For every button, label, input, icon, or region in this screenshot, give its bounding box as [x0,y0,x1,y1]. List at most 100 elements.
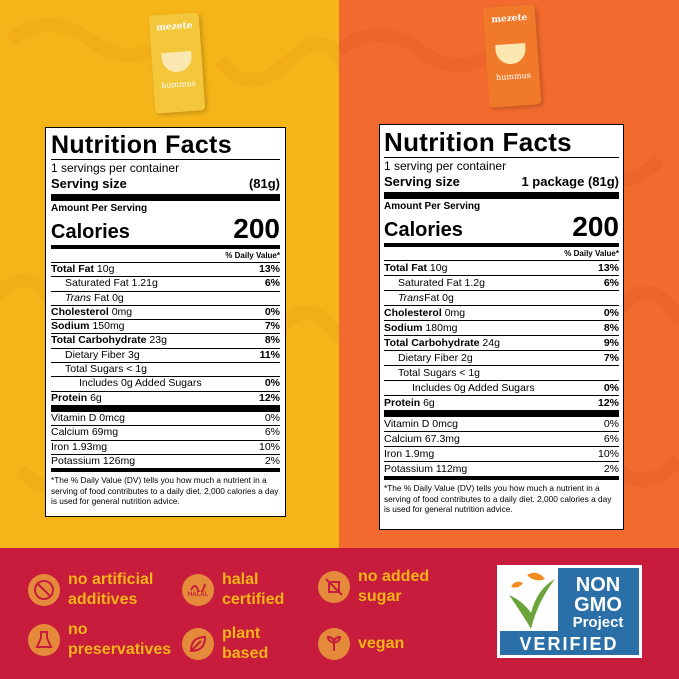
serving-size-value: (81g) [248,176,280,191]
vitamin-row: Potassium 126mg 2% [51,455,280,473]
vitamin-dv: 2% [603,463,619,475]
ngmo-verified: VERIFIED [519,634,618,654]
nutrient-name: Sodium [384,322,423,334]
vitamin-row: Vitamin D 0mcg 0% [384,417,619,432]
vitamin-name: Potassium 112mg [384,463,468,475]
claim-line1: no added [358,568,430,585]
servings-per-container: 1 servings per container [51,161,180,175]
nutrient-name: Dietary Fiber 2g [398,352,473,364]
ngmo-line2: GMO [574,594,622,616]
nutrient-name: Total Carbohydrate [384,337,480,349]
nutrient-dv: 8% [603,322,619,334]
vitamin-dv: 6% [603,433,619,445]
nutrient-dv: 0% [264,377,280,390]
nutrient-amount: 0mg [111,305,133,318]
nutrient-row-added-sugars: Includes 0g Added Sugars 0% [384,381,619,396]
nutrition-label-left: Nutrition Facts 1 servings per container… [45,127,286,517]
nutrient-name-italic: Trans [65,291,92,304]
claim-vegan: vegan [318,628,404,660]
no-artificial-icon [28,574,60,606]
nutrient-dv: 9% [603,337,619,349]
nutrient-amount: 23g [149,334,167,347]
nutrient-dv: 0% [603,382,619,394]
daily-value-footnote: *The % Daily Value (DV) tells you how mu… [384,483,612,514]
package-brand: mezete [491,12,528,26]
nutrient-dv: 13% [258,263,280,275]
leaf-icon [182,628,214,660]
vitamin-name: Iron 1.93mg [51,440,108,453]
nutrient-name: Includes 0g Added Sugars [412,382,535,394]
serving-size-label: Serving size [51,176,127,191]
calories-value: 200 [233,213,280,244]
nutrient-dv: 12% [597,397,619,409]
vitamin-name: Calcium 69mg [51,426,119,439]
nutrient-dv: 12% [258,391,280,404]
nutrient-row-protein: Protein 6g 12% [51,392,280,412]
ngmo-line3: Project [573,614,624,631]
nutrient-dv: 6% [264,277,280,290]
claim-line2: based [222,645,269,662]
nutrient-name: Total Fat [51,263,94,275]
nutrient-amount: 0mg [444,307,466,319]
nutrient-dv: 7% [264,320,280,333]
claim-line1: no artificial [68,571,154,588]
serving-size-label: Serving size [384,174,460,189]
nutrient-name: Sodium [51,320,90,333]
nutrient-name: Fat 0g [424,292,454,304]
vitamin-dv: 0% [603,418,619,430]
nutrient-row-added-sugars: Includes 0g Added Sugars 0% [51,377,280,392]
nutrient-dv: 8% [264,334,280,347]
vitamin-row: Iron 1.93mg 10% [51,441,280,455]
nutrient-name: Includes 0g Added Sugars [79,377,202,390]
vitamin-name: Vitamin D 0mcg [384,418,458,430]
vegan-icon [318,628,350,660]
nutrient-dv: 0% [603,307,619,319]
nutrient-row-sodium: Sodium 150mg 7% [51,320,280,335]
serving-size-row: Serving size (81g) [51,176,280,201]
claim-no-preservatives: no preservatives [28,620,171,660]
nutrient-row-sugars: Total Sugars < 1g [384,366,619,381]
calories-row: Calories 200 [51,215,280,249]
nutrient-name: Total Fat [384,262,427,274]
nutrition-title: Nutrition Facts [384,128,619,158]
nutrient-amount: 180mg [425,322,458,334]
vitamin-name: Calcium 67.3mg [384,433,460,445]
nutrient-amount: 24g [482,337,500,349]
amount-per-serving: Amount Per Serving [384,201,481,212]
vitamin-dv: 10% [258,440,280,453]
nutrient-row-carbohydrate: Total Carbohydrate 24g 9% [384,336,619,351]
claim-plant-based: plant based [182,624,268,664]
claim-line1: plant [222,625,261,642]
nutrient-row-carbohydrate: Total Carbohydrate 23g 8% [51,334,280,349]
servings-per-container: 1 serving per container [384,159,507,173]
nutrient-dv: 0% [264,305,280,318]
daily-value-footnote: *The % Daily Value (DV) tells you how mu… [51,475,279,507]
nutrient-name: Saturated Fat 1.2g [398,277,485,289]
vitamin-row: Iron 1.9mg 10% [384,447,619,462]
nutrient-row-trans-fat: TransFat 0g [384,291,619,306]
nutrient-dv: 7% [603,352,619,364]
nutrient-row-sugars: Total Sugars < 1g [51,363,280,378]
nutrient-name: Dietary Fiber 3g [65,348,140,361]
hummus-cup-icon [161,50,193,74]
calories-row: Calories 200 [384,213,619,247]
vitamin-row: Potassium 112mg 2% [384,462,619,480]
nutrient-name: Fat 0g [93,291,124,304]
claim-text: no preservatives [68,620,171,660]
calories-label: Calories [384,219,463,241]
claim-halal-certified: HALAL halal certified [182,570,284,610]
nutrient-row-cholesterol: Cholesterol 0mg 0% [51,305,280,321]
claim-text: halal certified [222,570,284,610]
nutrient-row-saturated-fat: Saturated Fat 1.2g 6% [384,276,619,291]
hummus-cup-icon [495,43,527,66]
package-brand: mezete [156,20,193,34]
nutrient-amount: 6g [423,397,435,409]
nutrient-name: Total Carbohydrate [51,334,147,347]
vitamin-name: Vitamin D 0mcg [51,411,125,424]
nutrient-dv: 13% [597,262,619,274]
claim-text: no added sugar [358,567,429,607]
amount-per-serving: Amount Per Serving [51,203,148,214]
nutrient-dv: 6% [603,277,619,289]
nutrient-name: Protein [51,391,88,404]
vitamin-dv: 10% [597,448,619,460]
